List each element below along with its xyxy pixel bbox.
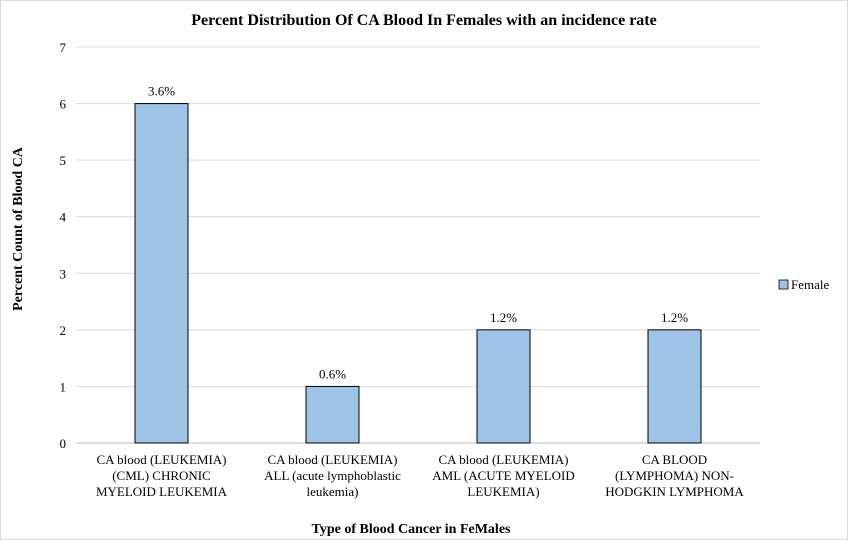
- x-category-label: CA BLOOD (LYMPHOMA) NON-HODGKIN LYMPHOMA: [605, 452, 744, 499]
- x-axis-title: Type of Blood Cancer in FeMales: [312, 522, 512, 537]
- legend-label-female: Female: [791, 277, 829, 292]
- y-axis-ticks: 0 1 2 3 4 5 6 7: [60, 40, 67, 451]
- legend-swatch-female: [778, 279, 789, 290]
- y-tick-label: 2: [60, 323, 67, 338]
- chart-title: Percent Distribution Of CA Blood In Fema…: [191, 12, 656, 29]
- y-tick-label: 5: [60, 153, 67, 168]
- bars: [134, 103, 702, 444]
- bar: [305, 385, 360, 444]
- data-labels: 3.6% 0.6% 1.2% 1.2%: [148, 84, 688, 382]
- y-axis-title: Percent Count of Blood CA: [11, 146, 26, 311]
- y-tick-label: 6: [60, 97, 67, 112]
- y-tick-label: 3: [60, 266, 67, 281]
- y-tick-label: 1: [60, 379, 67, 394]
- bar: [647, 329, 702, 444]
- data-label: 1.2%: [661, 310, 688, 325]
- x-axis-categories: CA blood (LEUKEMIA) (CML) CHRONIC MYELOID …: [96, 452, 744, 499]
- data-label: 3.6%: [148, 84, 175, 99]
- data-label: 0.6%: [319, 366, 346, 381]
- bar: [476, 329, 531, 444]
- x-category-label: CA blood (LEUKEMIA) ALL (acute lymphoblas…: [264, 452, 401, 499]
- y-tick-label: 4: [60, 210, 67, 225]
- x-category-label: CA blood (LEUKEMIA) (CML) CHRONIC MYELOID …: [96, 452, 228, 499]
- data-label: 1.2%: [490, 310, 517, 325]
- y-tick-label: 7: [60, 40, 67, 55]
- legend: Female: [778, 277, 829, 292]
- x-category-label: CA blood (LEUKEMIA) AML (ACUTE MYELOID LEU…: [432, 452, 575, 499]
- gridlines: [76, 46, 760, 444]
- y-tick-label: 0: [60, 436, 67, 451]
- bar: [134, 103, 189, 444]
